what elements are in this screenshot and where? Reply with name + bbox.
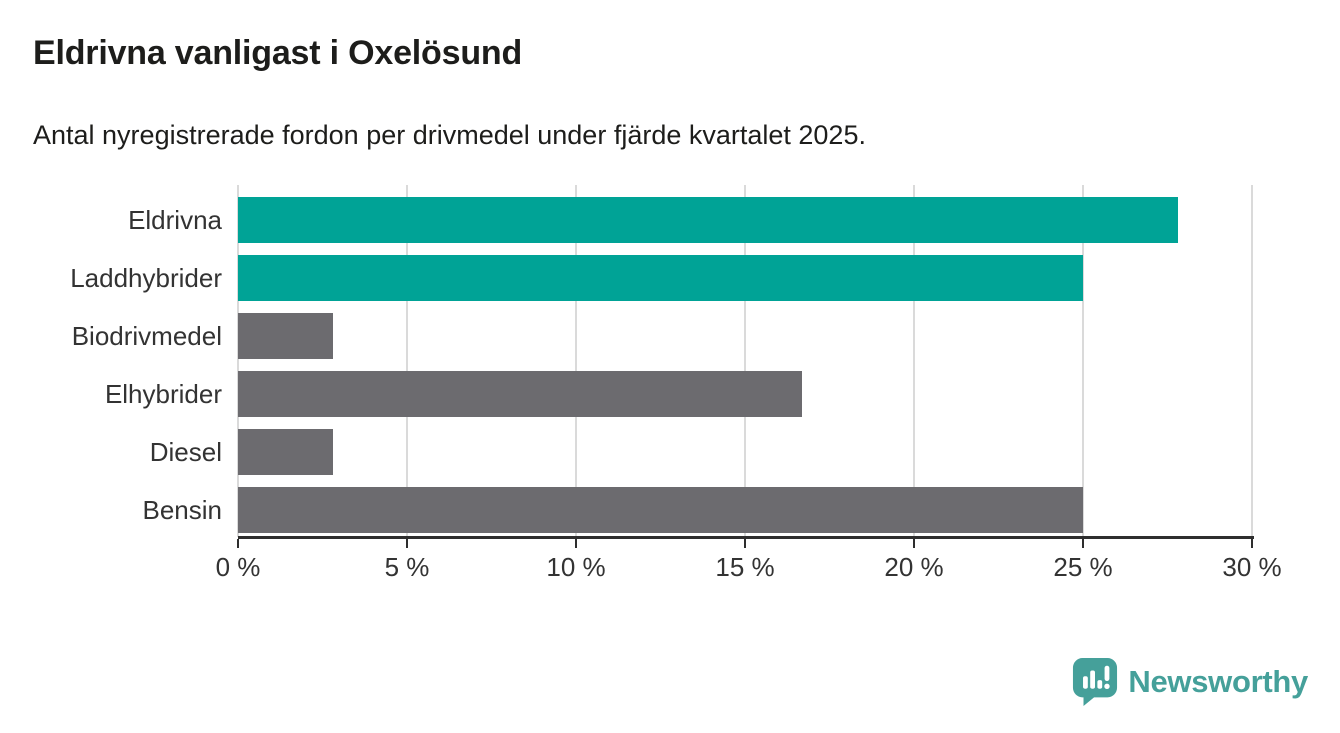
- x-tick-label: 10 %: [546, 552, 606, 582]
- x-tick-labels: 0 % 5 % 10 % 15 % 20 % 25 % 30 %: [216, 552, 1282, 586]
- x-axis-line: [238, 536, 1254, 539]
- y-axis-label: Eldrivna: [128, 205, 222, 235]
- bar: [238, 197, 1178, 243]
- gridline: [913, 185, 915, 537]
- y-axis-label: Elhybrider: [104, 379, 222, 409]
- x-tick-label: 5 %: [384, 552, 430, 582]
- gridline: [237, 185, 239, 537]
- gridline: [406, 185, 408, 537]
- chart-subtitle: Antal nyregistrerade fordon per drivmede…: [33, 120, 866, 150]
- y-axis-label: Laddhybrider: [70, 263, 222, 293]
- bar: [238, 429, 333, 475]
- newsworthy-logo[interactable]: Newsworthy: [1072, 657, 1308, 707]
- x-tick-label: 30 %: [1222, 552, 1282, 582]
- gridline: [575, 185, 577, 537]
- x-tick: [406, 539, 408, 548]
- y-axis-label: Biodrivmedel: [71, 321, 222, 351]
- plot-area: [237, 185, 1254, 548]
- x-tick: [1082, 539, 1084, 548]
- gridline: [1082, 185, 1084, 537]
- x-tick: [237, 539, 239, 548]
- gridline: [1251, 185, 1253, 537]
- x-tick: [575, 539, 577, 548]
- chart-title: Eldrivna vanligast i Oxelösund: [33, 34, 523, 72]
- y-axis-label: Bensin: [142, 495, 223, 525]
- newsworthy-logo-text: Newsworthy: [1128, 664, 1308, 699]
- x-tick: [913, 539, 915, 548]
- bar: [238, 371, 803, 417]
- bar: [238, 255, 1083, 301]
- y-axis-labels: Eldrivna Laddhybrider Biodrivmedel Elhybrid…: [0, 185, 222, 537]
- x-tick: [744, 539, 746, 548]
- gridline: [744, 185, 746, 537]
- bar: [238, 313, 333, 359]
- bar: [238, 487, 1083, 533]
- newsworthy-logo-icon: [1072, 657, 1118, 707]
- x-tick-label: 15 %: [715, 552, 775, 582]
- x-tick: [1251, 539, 1253, 548]
- x-tick-label: 20 %: [884, 552, 944, 582]
- x-tick-label: 25 %: [1053, 552, 1113, 582]
- x-tick-label: 0 %: [215, 552, 261, 582]
- y-axis-label: Diesel: [149, 437, 222, 467]
